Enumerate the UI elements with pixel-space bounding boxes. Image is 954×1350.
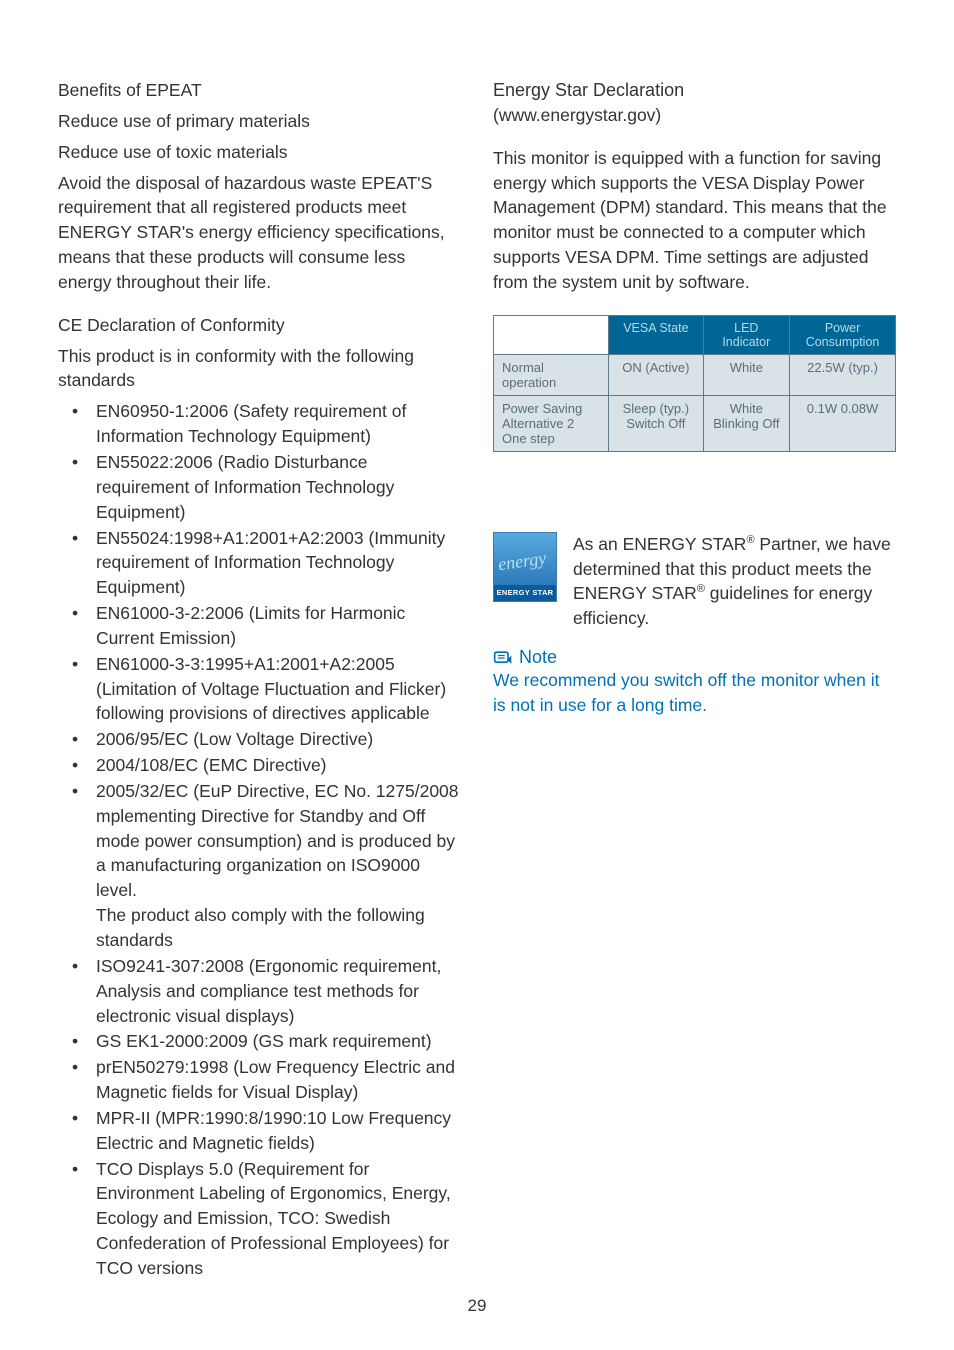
estar-text-part-1: As an ENERGY STAR xyxy=(573,534,746,554)
list-item: EN55024:1998+A1:2001+A2:2003 (Immunity r… xyxy=(58,526,461,601)
table-cell: ON (Active) xyxy=(609,354,703,395)
energy-star-paragraph: This monitor is equipped with a function… xyxy=(493,146,896,295)
note-heading: Note xyxy=(493,647,896,668)
list-item: 2005/32/EC (EuP Directive, EC No. 1275/2… xyxy=(58,779,461,953)
left-column: Benefits of EPEAT Reduce use of primary … xyxy=(58,78,461,1282)
two-column-layout: Benefits of EPEAT Reduce use of primary … xyxy=(58,78,896,1282)
epeat-heading: Benefits of EPEAT xyxy=(58,78,461,103)
list-item: ISO9241-307:2008 (Ergonomic requirement,… xyxy=(58,954,461,1029)
list-item: GS EK1-2000:2009 (GS mark requirement) xyxy=(58,1029,461,1054)
energy-star-logo-box: energy ENERGY STAR xyxy=(493,532,557,602)
table-cell: White xyxy=(703,354,790,395)
energy-star-logo-label: ENERGY STAR xyxy=(494,585,556,601)
epeat-line-1: Reduce use of primary materials xyxy=(58,109,461,134)
table-cell: Sleep (typ.) Switch Off xyxy=(609,395,703,451)
table-row: Power Saving Alternative 2 One step Slee… xyxy=(494,395,896,451)
table-header: LED Indicator xyxy=(703,315,790,354)
energy-star-url: (www.energystar.gov) xyxy=(493,103,896,128)
epeat-line-2: Reduce use of toxic materials xyxy=(58,140,461,165)
standards-list: EN60950-1:2006 (Safety requirement of In… xyxy=(58,399,461,1281)
note-label: Note xyxy=(519,647,557,668)
ce-heading: CE Declaration of Conformity xyxy=(58,313,461,338)
ce-intro: This product is in conformity with the f… xyxy=(58,344,461,394)
list-item: MPR-II (MPR:1990:8/1990:10 Low Frequency… xyxy=(58,1106,461,1156)
registered-symbol: ® xyxy=(746,534,754,546)
energy-star-partner-text: As an ENERGY STAR® Partner, we have dete… xyxy=(573,532,896,631)
list-item: 2006/95/EC (Low Voltage Directive) xyxy=(58,727,461,752)
table-cell: Power Saving Alternative 2 One step xyxy=(494,395,609,451)
list-item: EN60950-1:2006 (Safety requirement of In… xyxy=(58,399,461,449)
list-item: EN55022:2006 (Radio Disturbance requirem… xyxy=(58,450,461,525)
right-column: Energy Star Declaration (www.energystar.… xyxy=(493,78,896,1282)
list-item: EN61000-3-2:2006 (Limits for Harmonic Cu… xyxy=(58,601,461,651)
registered-symbol: ® xyxy=(697,584,705,596)
table-header: VESA State xyxy=(609,315,703,354)
table-cell: 0.1W 0.08W xyxy=(790,395,896,451)
table-header: Power Consumption xyxy=(790,315,896,354)
list-item: EN61000-3-3:1995+A1:2001+A2:2005 (Limita… xyxy=(58,652,461,727)
table-cell: Normal operation xyxy=(494,354,609,395)
table-header-blank xyxy=(494,315,609,354)
list-item: TCO Displays 5.0 (Requirement for Enviro… xyxy=(58,1157,461,1281)
vesa-power-table: VESA State LED Indicator Power Consumpti… xyxy=(493,315,896,452)
energy-star-partner-block: energy ENERGY STAR As an ENERGY STAR® Pa… xyxy=(493,532,896,631)
note-icon xyxy=(493,649,513,667)
table-header-row: VESA State LED Indicator Power Consumpti… xyxy=(494,315,896,354)
energy-star-logo: energy ENERGY STAR xyxy=(493,532,557,602)
note-body-text: We recommend you switch off the monitor … xyxy=(493,668,896,718)
table-row: Normal operation ON (Active) White 22.5W… xyxy=(494,354,896,395)
epeat-line-3: Avoid the disposal of hazardous waste EP… xyxy=(58,171,461,295)
page-number: 29 xyxy=(0,1296,954,1316)
energy-star-heading: Energy Star Declaration xyxy=(493,78,896,103)
list-item: 2004/108/EC (EMC Directive) xyxy=(58,753,461,778)
energy-star-script: energy xyxy=(497,547,548,575)
table-cell: 22.5W (typ.) xyxy=(790,354,896,395)
energy-star-logo-top: energy xyxy=(494,533,556,585)
note-block: Note We recommend you switch off the mon… xyxy=(493,647,896,718)
table-cell: White Blinking Off xyxy=(703,395,790,451)
list-item: prEN50279:1998 (Low Frequency Electric a… xyxy=(58,1055,461,1105)
